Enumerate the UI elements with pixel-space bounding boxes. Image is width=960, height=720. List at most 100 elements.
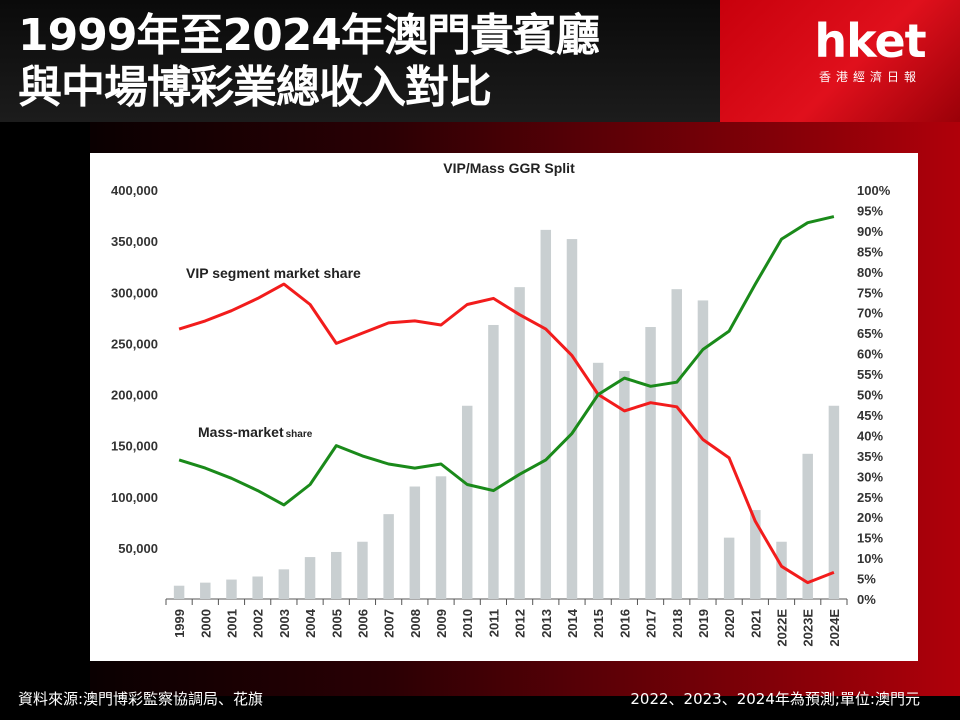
- logo-block: [720, 0, 960, 122]
- x-tick-label: 2023E: [801, 609, 816, 647]
- bar: [540, 229, 552, 599]
- background-left: [0, 122, 90, 696]
- y-right-tick-label: 75%: [857, 285, 883, 300]
- source-note: 資料來源:澳門博彩監察協調局、花旗: [18, 690, 264, 708]
- x-tick-label: 2006: [355, 609, 370, 638]
- y-left-tick-label: 400,000: [111, 183, 158, 198]
- vip-mass-chart: VIP/Mass GGR Split 400,000 350,000 300,000…: [111, 160, 891, 647]
- y-left-tick-label: 350,000: [111, 234, 158, 249]
- x-tick-label: 2003: [277, 609, 292, 638]
- y-right-tick-label: 5%: [857, 572, 876, 587]
- bar: [776, 541, 787, 599]
- x-tick-label: 2019: [696, 609, 711, 638]
- x-tick-label: 2018: [670, 609, 685, 638]
- axes: [165, 598, 848, 605]
- bar: [697, 300, 709, 599]
- bar: [278, 569, 290, 599]
- y-right-tick-label: 70%: [857, 306, 883, 321]
- y-right-tick-label: 65%: [857, 326, 883, 341]
- title-line-1: 1999年至2024年澳門貴賓廳: [18, 10, 600, 61]
- mass-series-label: Mass-market share: [198, 424, 313, 440]
- x-tick-label: 2017: [644, 609, 659, 638]
- x-tick-label: 2002: [251, 609, 266, 638]
- y-left-tick-label: 100,000: [111, 490, 158, 505]
- bar: [435, 476, 447, 599]
- y-right-tick-label: 20%: [857, 510, 883, 525]
- x-tick-label: 2020: [722, 609, 737, 638]
- bar: [252, 576, 263, 599]
- page-title: 1999年至2024年澳門貴賓廳 與中場博彩業總收入對比: [18, 10, 718, 114]
- y-right-tick-label: 35%: [857, 449, 883, 464]
- y-right-tick-label: 45%: [857, 408, 883, 423]
- y-right-tick-label: 80%: [857, 265, 883, 280]
- bar: [566, 239, 578, 599]
- bar: [357, 541, 368, 599]
- y-left-tick-label: 50,000: [118, 541, 158, 556]
- bar: [514, 287, 525, 599]
- hket-logo: hket 香港經濟日報: [790, 16, 950, 85]
- bar: [645, 327, 656, 599]
- series-lines: [178, 215, 835, 585]
- logo-subtitle: 香港經濟日報: [818, 70, 921, 84]
- x-tick-label: 2012: [513, 609, 528, 638]
- bar: [383, 514, 394, 599]
- logo-wordmark: hket: [814, 14, 926, 68]
- bar: [592, 362, 604, 599]
- y-right-tick-label: 25%: [857, 490, 883, 505]
- bar: [173, 585, 185, 599]
- bar: [331, 551, 342, 599]
- y-left-tick-label: 150,000: [111, 439, 158, 454]
- bar: [671, 289, 682, 599]
- title-bar: [0, 0, 780, 122]
- bar: [200, 582, 211, 599]
- x-tick-label: 2007: [382, 609, 397, 638]
- y-right-tick-label: 60%: [857, 347, 883, 362]
- y-right-tick-label: 15%: [857, 531, 883, 546]
- bar: [802, 453, 813, 599]
- x-tick-label: 2013: [539, 609, 554, 638]
- x-tick-label: 2008: [408, 609, 423, 638]
- mass-label-main: Mass-market: [198, 424, 284, 440]
- x-tick-label: 2021: [748, 609, 763, 638]
- bar: [409, 486, 421, 599]
- y-right-tick-label: 55%: [857, 367, 883, 382]
- x-tick-label: 2011: [486, 609, 501, 637]
- x-tick-label: 2010: [460, 609, 475, 638]
- x-tick-label: 2014: [565, 608, 580, 638]
- mass-share-line: [178, 215, 835, 507]
- bars: [173, 229, 840, 599]
- chart-title: VIP/Mass GGR Split: [443, 160, 575, 176]
- y-right-tick-label: 100%: [857, 183, 891, 198]
- bar: [488, 324, 499, 599]
- title-line-2: 與中場博彩業總收入對比: [18, 62, 492, 113]
- y-right-tick-label: 10%: [857, 551, 883, 566]
- x-tick-label: 2016: [617, 609, 632, 638]
- tick-labels: 400,000 350,000 300,000 250,000 200,000 150,0…: [111, 183, 891, 647]
- x-tick-label: 1999: [172, 609, 187, 638]
- bar: [828, 405, 840, 599]
- y-right-tick-label: 40%: [857, 428, 883, 443]
- bar: [619, 370, 630, 599]
- bar: [226, 579, 237, 599]
- x-tick-label: 2005: [329, 609, 344, 638]
- vip-series-label: VIP segment market share: [186, 265, 361, 281]
- y-right-tick-label: 95%: [857, 203, 883, 218]
- y-left-tick-label: 300,000: [111, 285, 158, 300]
- y-left-tick-label: 200,000: [111, 388, 158, 403]
- x-tick-label: 2001: [224, 609, 239, 638]
- y-left-tick-label: 250,000: [111, 336, 158, 351]
- chart-panel: VIP/Mass GGR Split 400,000 350,000 300,000…: [90, 153, 918, 661]
- y-right-tick-label: 90%: [857, 224, 883, 239]
- y-right-tick-label: 50%: [857, 388, 883, 403]
- x-tick-label: 2000: [198, 609, 213, 638]
- bar: [304, 557, 316, 599]
- bar: [723, 537, 735, 599]
- x-tick-label: 2009: [434, 609, 449, 638]
- mass-label-small: share: [286, 429, 313, 440]
- y-right-tick-label: 30%: [857, 469, 883, 484]
- x-tick-label: 2004: [303, 608, 318, 638]
- x-tick-label: 2022E: [775, 609, 790, 647]
- vip-share-line: [178, 282, 835, 585]
- y-right-tick-label: 85%: [857, 244, 883, 259]
